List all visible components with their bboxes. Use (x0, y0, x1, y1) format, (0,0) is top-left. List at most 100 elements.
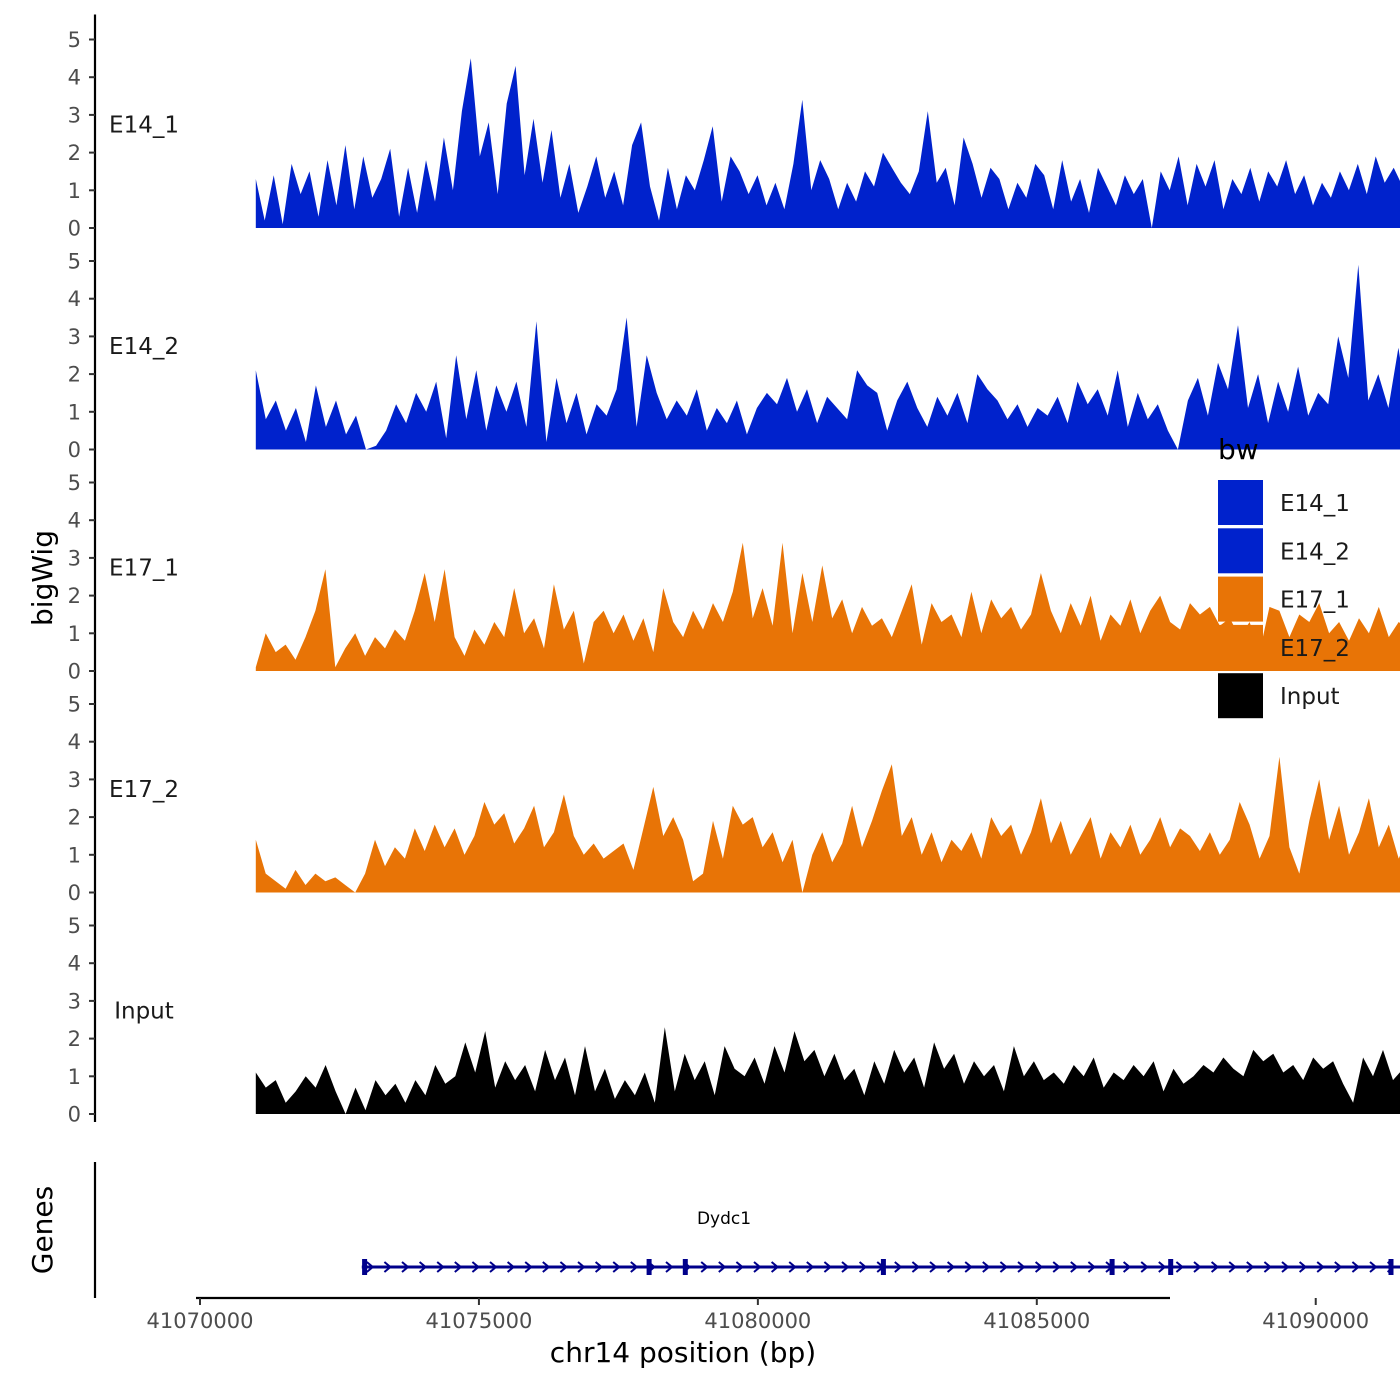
strand-arrow (1298, 1261, 1308, 1273)
strand-arrow (753, 1261, 762, 1273)
gene-exon (1168, 1259, 1174, 1275)
gene-exon (646, 1259, 652, 1275)
y-tick-label: 0 (68, 881, 81, 905)
strand-arrow (418, 1261, 428, 1273)
y-tick-label: 0 (68, 1103, 81, 1127)
strand-arrow (1369, 1261, 1378, 1273)
x-tick-label: 41080000 (704, 1309, 811, 1333)
y-tick-label: 0 (68, 660, 81, 684)
strand-arrow (1017, 1261, 1026, 1273)
signal-tracks: 0 1 2 3 4 5 E14_1 0 1 2 3 4 5 E14_2 0 1 2 3 4 5 E17_1 0 1 2 3 4 5 E… (68, 14, 1400, 1127)
strand-arrow (577, 1261, 586, 1273)
gene-exon (1388, 1259, 1394, 1275)
strand-arrow (1034, 1261, 1044, 1273)
y-tick-label: 4 (68, 66, 81, 90)
y-tick-label: 3 (68, 546, 81, 570)
x-axis-title: chr14 position (bp) (550, 1336, 816, 1369)
strand-arrow (594, 1261, 604, 1273)
signal-area-e14-1 (255, 58, 1400, 228)
y-tick-label: 2 (68, 806, 81, 830)
track-e14-2: 0 1 2 3 4 5 E14_2 (68, 236, 1400, 462)
y-tick-label: 4 (68, 730, 81, 754)
strand-arrow (1351, 1261, 1360, 1273)
strand-arrow (1263, 1261, 1272, 1273)
strand-arrow (1334, 1261, 1343, 1273)
strand-arrow (1193, 1261, 1202, 1273)
strand-arrow (1246, 1261, 1255, 1273)
strand-arrow (929, 1261, 938, 1273)
strand-arrow (841, 1261, 850, 1273)
y-tick-label: 5 (68, 28, 81, 52)
strand-arrow (1140, 1261, 1149, 1273)
strand-arrow (700, 1261, 709, 1273)
strand-arrow (630, 1261, 639, 1273)
y-tick-label: 3 (68, 768, 81, 792)
strand-arrow (612, 1261, 621, 1273)
strand-arrow (401, 1261, 410, 1273)
x-tick-label: 41090000 (1262, 1309, 1369, 1333)
strand-arrow (366, 1261, 375, 1273)
gene-exon (682, 1259, 688, 1275)
y-tick-label: 3 (68, 989, 81, 1013)
legend-label-e17-2: E17_2 (1280, 636, 1350, 662)
strand-arrow (982, 1261, 991, 1273)
signal-area-input (255, 1027, 1400, 1114)
x-tick-label: 41085000 (983, 1309, 1090, 1333)
track-e14-1: 0 1 2 3 4 5 E14_1 (68, 14, 1400, 241)
strand-arrow (911, 1261, 920, 1273)
gene-exon (362, 1259, 368, 1275)
track-e17-2: 0 1 2 3 4 5 E17_2 (68, 679, 1400, 905)
strand-arrow (542, 1261, 551, 1273)
strand-arrow (1210, 1261, 1220, 1273)
strand-arrow (1052, 1261, 1061, 1273)
strand-arrow (1175, 1261, 1184, 1273)
strand-arrow (788, 1261, 797, 1273)
track-label-e14-2: E14_2 (109, 334, 179, 360)
strand-arrow (454, 1261, 463, 1273)
legend-label-e14-1: E14_1 (1280, 491, 1350, 517)
track-label-e17-1: E17_1 (109, 555, 179, 581)
strand-arrow (823, 1261, 832, 1273)
strand-arrow (559, 1261, 568, 1273)
track-label-e14-1: E14_1 (109, 112, 179, 138)
strand-arrow (506, 1261, 516, 1273)
genes-panel: Genes Dydc1 (26, 1162, 1400, 1298)
genes-axis-title: Genes (26, 1186, 59, 1274)
signal-area-e14-2 (255, 264, 1400, 450)
legend-key-e14-1 (1218, 480, 1263, 525)
strand-arrow (383, 1261, 392, 1273)
y-tick-label: 3 (68, 325, 81, 349)
legend-key-e17-1 (1218, 576, 1263, 622)
strand-arrow (718, 1261, 727, 1273)
y-tick-label: 4 (68, 509, 81, 533)
track-label-e17-2: E17_2 (109, 777, 179, 803)
strand-arrow (1087, 1261, 1096, 1273)
gene-models: Dydc1 (361, 1209, 1400, 1275)
legend-title: bw (1218, 433, 1259, 466)
x-tick-label: 41070000 (147, 1309, 254, 1333)
strand-arrow (1281, 1261, 1290, 1273)
y-tick-label: 4 (68, 952, 81, 976)
legend-key-e14-2 (1218, 528, 1263, 574)
legend-key-input (1218, 673, 1263, 719)
strand-arrow (471, 1261, 480, 1273)
strand-arrow (1122, 1261, 1132, 1273)
strand-arrow (735, 1261, 744, 1273)
strand-arrow (1228, 1261, 1237, 1273)
strand-arrow (436, 1261, 445, 1273)
gene-exon (880, 1259, 886, 1275)
y-tick-label: 1 (68, 843, 81, 867)
legend: bw E14_1 E14_2 E17_1 E17_2 Input (1218, 433, 1350, 719)
track-input: 0 1 2 3 4 5 Input (68, 900, 1400, 1127)
strand-arrow (806, 1261, 815, 1273)
track-label-input: Input (114, 998, 174, 1024)
y-tick-label: 1 (68, 400, 81, 424)
y-tick-label: 3 (68, 103, 81, 127)
y-tick-label: 5 (68, 250, 81, 274)
x-axis: 41070000 41075000 41080000 41085000 41090000 (147, 1296, 1369, 1333)
y-tick-label: 2 (68, 363, 81, 387)
gene-label: Dydc1 (697, 1209, 751, 1229)
y-tick-label: 2 (68, 141, 81, 165)
strand-arrow (894, 1261, 903, 1273)
y-tick-label: 1 (68, 1065, 81, 1089)
